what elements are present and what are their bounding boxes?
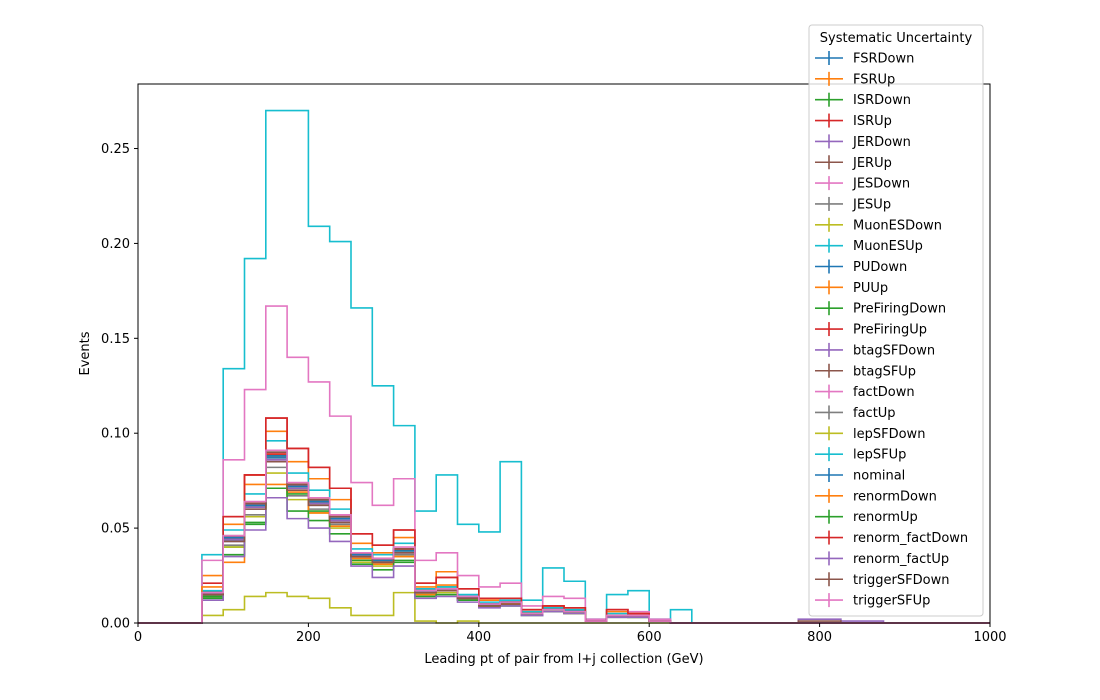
legend-entry-ISRUp: ISRUp xyxy=(815,113,892,129)
legend-entry-renorm_factDown: renorm_factDown xyxy=(815,530,968,546)
legend-label: nominal xyxy=(853,469,905,484)
legend-items: FSRDown FSRUp ISRDown ISRUp JERDown JERUp JESD… xyxy=(815,51,968,609)
legend-entry-JESDown: JESDown xyxy=(815,176,910,192)
y-axis-label: Events xyxy=(78,331,93,375)
legend-label: renormUp xyxy=(853,510,918,525)
legend-label: ISRDown xyxy=(853,93,911,108)
legend-entry-factDown: factDown xyxy=(815,384,915,400)
legend-title: Systematic Uncertainty xyxy=(820,31,973,46)
x-axis-ticks: 0 200 400 600 800 1000 xyxy=(134,623,1007,645)
legend-label: renormDown xyxy=(853,489,937,504)
legend-entry-triggerSFUp: triggerSFUp xyxy=(815,593,930,609)
x-tick-label: 400 xyxy=(466,630,491,645)
legend-entry-PreFiringUp: PreFiringUp xyxy=(815,322,927,338)
legend-entry-MuonESDown: MuonESDown xyxy=(815,217,942,233)
legend-label: PreFiringUp xyxy=(853,323,927,338)
legend-label: FSRUp xyxy=(853,72,895,87)
y-tick-label: 0.10 xyxy=(101,427,130,442)
legend-entry-JERDown: JERDown xyxy=(815,134,911,150)
y-tick-label: 0.05 xyxy=(101,522,130,537)
legend-label: PUDown xyxy=(853,260,907,275)
legend-entry-JESUp: JESUp xyxy=(815,196,891,212)
legend-label: triggerSFDown xyxy=(853,573,949,588)
legend-entry-factUp: factUp xyxy=(815,405,896,421)
legend-entry-ISRDown: ISRDown xyxy=(815,92,911,108)
legend-label: factDown xyxy=(853,385,915,400)
legend-label: MuonESDown xyxy=(853,218,942,233)
x-tick-label: 600 xyxy=(637,630,662,645)
legend-label: btagSFUp xyxy=(853,364,916,379)
legend-label: JERDown xyxy=(852,135,911,150)
x-tick-label: 0 xyxy=(134,630,142,645)
legend-entry-btagSFUp: btagSFUp xyxy=(815,363,916,379)
legend-label: JERUp xyxy=(852,156,892,171)
legend-entry-renorm_factUp: renorm_factUp xyxy=(815,551,949,567)
legend-label: factUp xyxy=(853,406,896,421)
legend-label: renorm_factDown xyxy=(853,531,968,546)
legend-entry-nominal: nominal xyxy=(815,468,905,484)
legend-entry-renormDown: renormDown xyxy=(815,488,937,504)
y-tick-label: 0.00 xyxy=(101,617,130,632)
legend-entry-lepSFDown: lepSFDown xyxy=(815,426,925,442)
legend-label: triggerSFUp xyxy=(853,594,930,609)
legend-label: lepSFUp xyxy=(853,448,906,463)
x-tick-label: 800 xyxy=(807,630,832,645)
y-tick-label: 0.25 xyxy=(101,142,130,157)
legend-entry-FSRDown: FSRDown xyxy=(815,51,914,67)
legend-label: renorm_factUp xyxy=(853,552,949,567)
legend-entry-PUUp: PUUp xyxy=(815,280,888,296)
legend-label: btagSFDown xyxy=(853,343,935,358)
x-tick-label: 200 xyxy=(296,630,321,645)
legend-entry-MuonESUp: MuonESUp xyxy=(815,238,923,254)
y-tick-label: 0.20 xyxy=(101,237,130,252)
x-tick-label: 1000 xyxy=(973,630,1006,645)
legend-entry-PreFiringDown: PreFiringDown xyxy=(815,301,946,317)
legend-entry-triggerSFDown: triggerSFDown xyxy=(815,572,949,588)
axes-frame xyxy=(137,83,991,624)
legend-label: PreFiringDown xyxy=(853,302,946,317)
legend-label: JESUp xyxy=(852,197,891,212)
legend-entry-lepSFUp: lepSFUp xyxy=(815,447,906,463)
legend-label: PUUp xyxy=(853,281,888,296)
legend-label: FSRDown xyxy=(853,52,914,67)
x-axis-label: Leading pt of pair from l+j collection (… xyxy=(424,652,703,667)
legend-frame xyxy=(808,24,984,617)
legend-entry-PUDown: PUDown xyxy=(815,259,907,275)
legend: Systematic Uncertainty FSRDown FSRUp ISRDo… xyxy=(808,24,984,617)
legend-entry-JERUp: JERUp xyxy=(815,155,892,171)
y-axis-ticks: 0.00 0.05 0.10 0.15 0.20 0.25 xyxy=(101,142,138,632)
legend-label: MuonESUp xyxy=(853,239,923,254)
legend-entry-renormUp: renormUp xyxy=(815,509,918,525)
legend-label: ISRUp xyxy=(853,114,892,129)
legend-label: lepSFDown xyxy=(853,427,925,442)
y-tick-label: 0.15 xyxy=(101,332,130,347)
legend-entry-FSRUp: FSRUp xyxy=(815,71,895,87)
legend-entry-btagSFDown: btagSFDown xyxy=(815,342,935,358)
legend-label: JESDown xyxy=(852,177,910,192)
